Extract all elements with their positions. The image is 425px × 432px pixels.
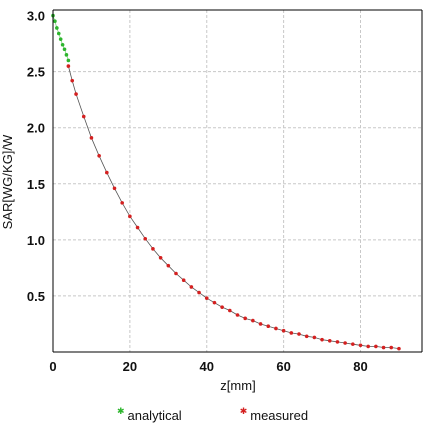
y-tick-label: 1.5	[27, 177, 45, 192]
grid-lines	[53, 10, 422, 352]
point-measured	[135, 225, 140, 230]
legend-label-analytical: analytical	[127, 408, 182, 423]
legend: ✱ analytical ✱ measured	[0, 406, 425, 424]
point-measured	[374, 344, 378, 349]
point-measured	[151, 247, 155, 251]
y-tick-label: 2.0	[27, 121, 45, 136]
point-analytical	[66, 58, 71, 63]
point-analytical	[58, 37, 63, 41]
point-measured	[220, 305, 224, 309]
point-measured	[143, 236, 148, 241]
x-axis-label: z[mm]	[220, 378, 255, 393]
data-points	[51, 13, 401, 351]
legend-item-measured: ✱ measured	[239, 406, 309, 424]
point-measured	[281, 328, 286, 333]
point-analytical	[62, 47, 67, 52]
point-measured	[228, 308, 232, 313]
point-measured	[335, 340, 340, 344]
y-tick-label: 3.0	[27, 9, 45, 24]
point-measured	[312, 335, 317, 340]
x-tick-label: 80	[353, 359, 367, 374]
analytical-marker-icon: ✱	[116, 406, 125, 416]
point-analytical	[55, 26, 59, 30]
point-measured	[366, 344, 370, 349]
point-measured	[166, 263, 171, 268]
point-measured	[89, 136, 94, 140]
point-measured	[297, 332, 301, 336]
y-tick-label: 1.0	[27, 233, 45, 248]
point-measured	[174, 271, 178, 276]
point-measured	[397, 346, 401, 351]
point-measured	[320, 337, 324, 342]
fit-curve	[52, 15, 399, 349]
series-line-measured	[68, 65, 399, 349]
point-analytical	[60, 42, 65, 47]
point-measured	[304, 334, 309, 339]
legend-item-analytical: ✱ analytical	[116, 406, 182, 424]
point-measured	[389, 345, 394, 350]
point-measured	[327, 338, 332, 343]
point-measured	[81, 114, 86, 119]
y-tick-label: 2.5	[27, 65, 45, 80]
point-measured	[381, 345, 386, 350]
point-measured	[274, 326, 278, 331]
point-measured	[197, 290, 201, 295]
point-measured	[70, 78, 75, 83]
point-measured	[251, 318, 255, 323]
point-measured	[128, 214, 132, 219]
point-measured	[289, 331, 294, 335]
point-measured	[97, 153, 101, 158]
point-measured	[358, 343, 363, 348]
point-measured	[120, 201, 124, 205]
point-measured	[181, 278, 186, 283]
y-axis-label: SAR[WG/KG]/W	[0, 134, 15, 229]
point-measured	[189, 285, 194, 289]
point-measured	[258, 322, 263, 326]
point-measured	[74, 92, 78, 96]
point-measured	[204, 296, 209, 300]
point-measured	[243, 316, 247, 321]
x-tick-label: 20	[123, 359, 137, 374]
point-analytical	[56, 31, 61, 36]
point-measured	[212, 300, 217, 305]
point-measured	[351, 342, 355, 346]
point-analytical	[53, 19, 57, 24]
y-tick-label: 0.5	[27, 289, 45, 304]
point-measured	[343, 341, 347, 345]
point-measured	[112, 186, 117, 191]
measured-marker-icon: ✱	[239, 406, 248, 416]
point-measured	[66, 64, 71, 68]
x-tick-label: 60	[276, 359, 290, 374]
point-measured	[158, 256, 163, 260]
point-analytical	[64, 53, 69, 57]
x-tick-label: 40	[200, 359, 214, 374]
point-measured	[235, 313, 240, 317]
point-measured	[266, 324, 271, 329]
legend-label-measured: measured	[250, 408, 309, 423]
tick-labels: 0 20 40 60 80 0.5 1.0 1.5 2.0 2.5 3.0	[27, 9, 368, 374]
point-measured	[105, 170, 109, 175]
sar-chart: 0 20 40 60 80 0.5 1.0 1.5 2.0 2.5 3.0 z[mm] SAR[WG…	[0, 9, 423, 393]
x-tick-label: 0	[49, 359, 56, 374]
